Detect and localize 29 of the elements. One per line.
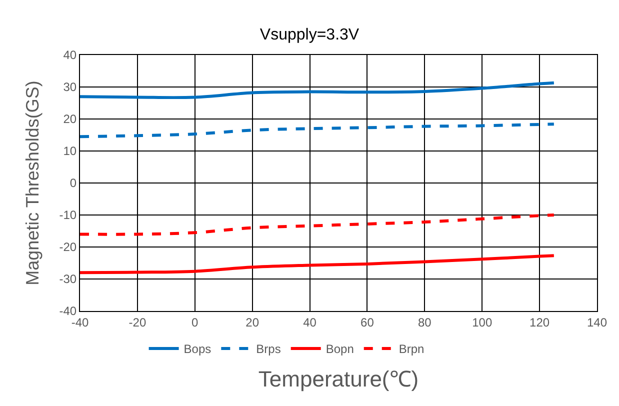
line-series (80, 214, 556, 236)
y-tick-label: 30 (63, 80, 77, 94)
legend-label: Bops (184, 342, 212, 356)
y-tick-label: 10 (63, 144, 77, 158)
y-tick-label: 20 (63, 112, 77, 126)
x-tick-label: 0 (192, 315, 199, 330)
legend-label: Brpn (398, 342, 424, 356)
legend-label: Brps (256, 342, 281, 356)
x-tick-label: 100 (472, 315, 492, 330)
y-axis-title: Magnetic Thresholds(GS) (22, 80, 42, 286)
legend-label: Bopn (326, 342, 354, 356)
y-tick-label: -30 (59, 272, 77, 286)
y-tick-label: 0 (70, 176, 77, 190)
x-tick-label: 60 (360, 315, 374, 330)
line-series (80, 254, 556, 274)
y-tick-label: -40 (59, 304, 77, 318)
y-tick-label: 40 (63, 48, 77, 62)
x-tick-label: -20 (128, 315, 146, 330)
x-axis-title: Temperature(℃) (258, 366, 419, 392)
line-series (80, 122, 556, 138)
x-tick-label: 140 (586, 315, 608, 330)
chart-title: Vsupply=3.3V (260, 26, 360, 44)
x-tick-label: 20 (246, 315, 260, 330)
x-tick-label: 120 (530, 315, 550, 330)
x-tick-label: 80 (418, 315, 432, 330)
line-series (80, 81, 556, 100)
y-tick-label: -20 (59, 240, 77, 254)
y-tick-label: -10 (59, 208, 77, 222)
x-tick-label: 40 (303, 315, 317, 330)
